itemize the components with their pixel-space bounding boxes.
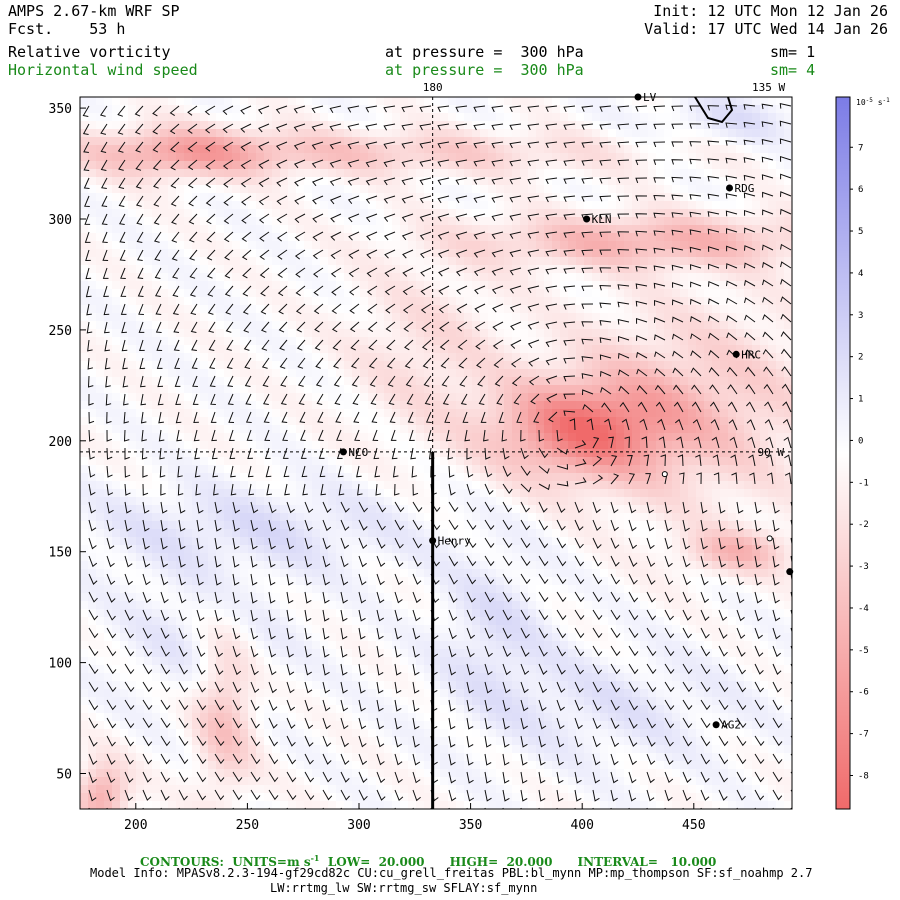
y-tick-label: 150 xyxy=(49,546,72,561)
colorbar-tick-label: 5 xyxy=(858,227,863,237)
station-label: HRC xyxy=(741,348,761,361)
colorbar-tick-label: 1 xyxy=(858,395,863,405)
y-tick-label: 300 xyxy=(49,213,72,228)
model-title: AMPS 2.67-km WRF SP xyxy=(8,2,180,20)
colorbar-tick-label: -7 xyxy=(858,730,869,740)
open-station-marker xyxy=(766,535,773,542)
valid-time: Valid: 17 UTC Wed 14 Jan 26 xyxy=(644,20,888,38)
field2-pressure: at pressure = 300 hPa xyxy=(385,61,584,79)
x-tick-label: 400 xyxy=(570,818,593,833)
x-tick-label: 250 xyxy=(236,818,259,833)
colorbar-tick-label: -5 xyxy=(858,646,869,656)
latitude-label: 90 W xyxy=(758,446,785,459)
station-label: RDG xyxy=(735,182,755,195)
model-info-line2: LW:rrtmg_lw SW:rrtmg_sw SFLAY:sf_mynn xyxy=(270,881,538,895)
station-label: NCO xyxy=(348,446,368,459)
colorbar-tick-label: 0 xyxy=(858,436,863,446)
y-tick-label: 200 xyxy=(49,435,72,450)
colorbar-unit: 10-5 s-1 xyxy=(856,97,890,107)
station-marker xyxy=(732,350,740,358)
colorbar xyxy=(835,96,851,810)
y-tick-label: 50 xyxy=(56,768,72,783)
field2-name: Horizontal wind speed xyxy=(8,61,198,79)
station-label: AG2 xyxy=(721,719,741,732)
x-tick-label: 300 xyxy=(347,818,370,833)
colorbar-tick-label: 6 xyxy=(858,185,863,195)
colorbar-tick-label: -8 xyxy=(858,771,869,781)
colorbar-tick-label: 2 xyxy=(858,353,863,363)
plot-frame xyxy=(79,96,793,810)
colorbar-tick-label: -1 xyxy=(858,478,869,488)
x-tick-label: 450 xyxy=(682,818,705,833)
model-info: Model Info: MPASv8.2.3-194-gf29cd82c CU:… xyxy=(90,866,813,880)
init-time: Init: 12 UTC Mon 12 Jan 26 xyxy=(653,2,888,20)
y-tick-label: 100 xyxy=(49,657,72,672)
station-marker xyxy=(339,448,347,456)
station-marker xyxy=(429,537,437,545)
colorbar-tick-label: -2 xyxy=(858,520,869,530)
coastline xyxy=(694,96,734,124)
fcst-label: Fcst. xyxy=(8,20,54,38)
x-tick-label: 350 xyxy=(459,818,482,833)
colorbar-tick-label: -4 xyxy=(858,604,869,614)
y-tick-label: 350 xyxy=(49,102,72,117)
colorbar-tick-label: 7 xyxy=(858,143,863,153)
station-label: KLN xyxy=(592,213,612,226)
field1-pressure: at pressure = 300 hPa xyxy=(385,43,584,61)
field1-name: Relative vorticity xyxy=(8,43,171,61)
colorbar-tick-label: -3 xyxy=(858,562,869,572)
field1-smoothing: sm= 1 xyxy=(770,43,816,61)
station-marker xyxy=(712,721,720,729)
top-right-label: 135 W xyxy=(752,81,785,94)
colorbar-tick-label: 3 xyxy=(858,311,863,321)
station-label: Henry xyxy=(438,535,471,548)
y-tick-label: 250 xyxy=(49,324,72,339)
open-station-marker xyxy=(661,471,668,478)
colorbar-tick-label: 4 xyxy=(858,269,863,279)
x-tick-label: 200 xyxy=(124,818,147,833)
forecast-label: Fcst. 53 h xyxy=(8,21,125,37)
meridian-label: 180 xyxy=(423,81,443,94)
field2-smoothing: sm= 4 xyxy=(770,61,816,79)
fcst-value: 53 h xyxy=(89,20,126,38)
station-marker xyxy=(726,184,734,192)
station-marker xyxy=(583,215,591,223)
colorbar-tick-label: -6 xyxy=(858,688,869,698)
contour-info: CONTOURS: UNITS=m s-1 LOW= 20.000 HIGH= … xyxy=(140,853,717,869)
